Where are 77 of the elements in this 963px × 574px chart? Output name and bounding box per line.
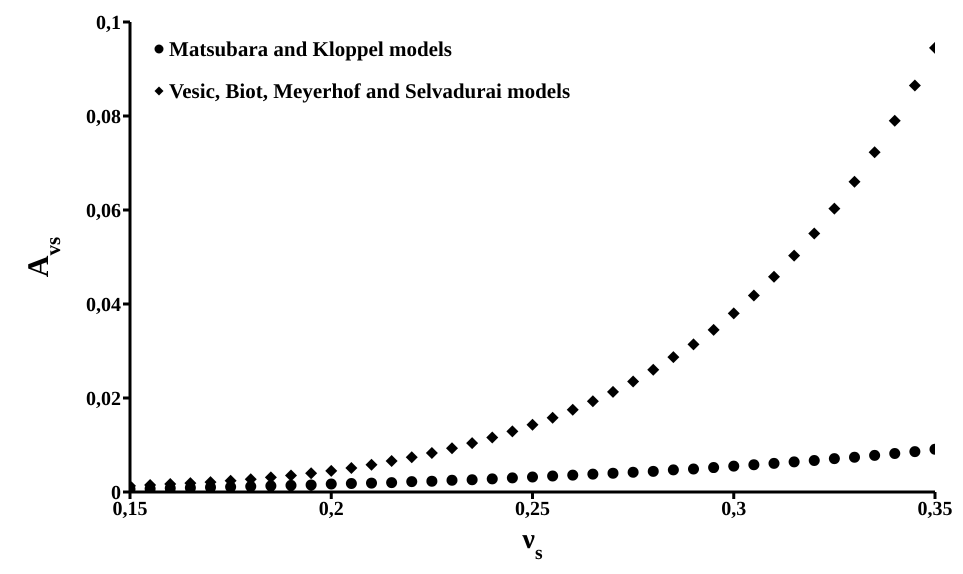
x-tick-label: 0,2 xyxy=(318,498,344,520)
point xyxy=(546,412,559,424)
point xyxy=(566,404,579,416)
point xyxy=(526,418,538,431)
point xyxy=(366,478,377,489)
point xyxy=(768,458,780,469)
point xyxy=(768,270,780,283)
point xyxy=(386,477,398,488)
point xyxy=(708,462,720,474)
point xyxy=(849,452,860,463)
point xyxy=(527,471,538,482)
point xyxy=(628,466,639,478)
point xyxy=(728,460,740,472)
y-tick-label: 0,02 xyxy=(86,388,121,410)
x-tick-label: 0,3 xyxy=(721,498,746,520)
point xyxy=(285,470,297,482)
point xyxy=(808,228,820,240)
x-axis-title: ν$_{s}$ xyxy=(521,524,543,564)
point xyxy=(748,459,760,470)
point xyxy=(325,464,338,477)
point xyxy=(446,474,458,486)
point xyxy=(346,478,357,490)
x-tick-label: 0,25 xyxy=(515,498,550,520)
point xyxy=(466,474,478,486)
point xyxy=(608,468,618,479)
point xyxy=(708,324,720,336)
point xyxy=(586,395,599,408)
legend-label: Vesic, Biot, Meyerhof and Selvadurai models xyxy=(169,78,570,105)
point xyxy=(888,114,901,127)
point xyxy=(286,480,296,491)
point xyxy=(386,454,398,467)
point xyxy=(668,464,679,476)
point xyxy=(587,468,598,480)
point xyxy=(306,479,317,490)
point xyxy=(506,472,518,484)
point xyxy=(808,455,820,466)
point xyxy=(506,425,518,438)
point xyxy=(486,473,498,484)
point xyxy=(466,437,478,450)
point xyxy=(345,462,358,474)
point xyxy=(547,470,558,482)
point xyxy=(869,450,880,461)
y-tick-label: 0,08 xyxy=(86,106,121,128)
legend-label: Matsubara and Kloppel models xyxy=(169,36,452,63)
point xyxy=(828,453,840,464)
point xyxy=(688,463,699,474)
point xyxy=(788,250,800,262)
point xyxy=(446,442,458,454)
point xyxy=(265,480,276,492)
point xyxy=(908,79,921,92)
point xyxy=(406,476,418,488)
point xyxy=(326,478,337,490)
point xyxy=(889,448,900,459)
point xyxy=(648,466,659,477)
point xyxy=(688,338,700,350)
point xyxy=(828,202,840,215)
point xyxy=(848,176,860,188)
point xyxy=(305,467,318,480)
point xyxy=(406,451,418,464)
point xyxy=(868,146,881,158)
point xyxy=(607,386,619,398)
x-tick-label: 0,35 xyxy=(918,498,952,520)
point xyxy=(426,476,438,487)
point xyxy=(909,446,920,458)
y-tick-label: 0,04 xyxy=(86,294,121,316)
point xyxy=(647,364,660,376)
point xyxy=(486,431,498,444)
point xyxy=(627,376,640,388)
point xyxy=(426,446,438,459)
point xyxy=(567,470,578,481)
y-tick-label: 0,1 xyxy=(96,12,121,34)
point xyxy=(366,458,378,471)
point xyxy=(667,351,680,364)
y-tick-label: 0,06 xyxy=(86,200,121,222)
point xyxy=(728,307,740,320)
point xyxy=(788,456,800,468)
point xyxy=(748,290,760,302)
